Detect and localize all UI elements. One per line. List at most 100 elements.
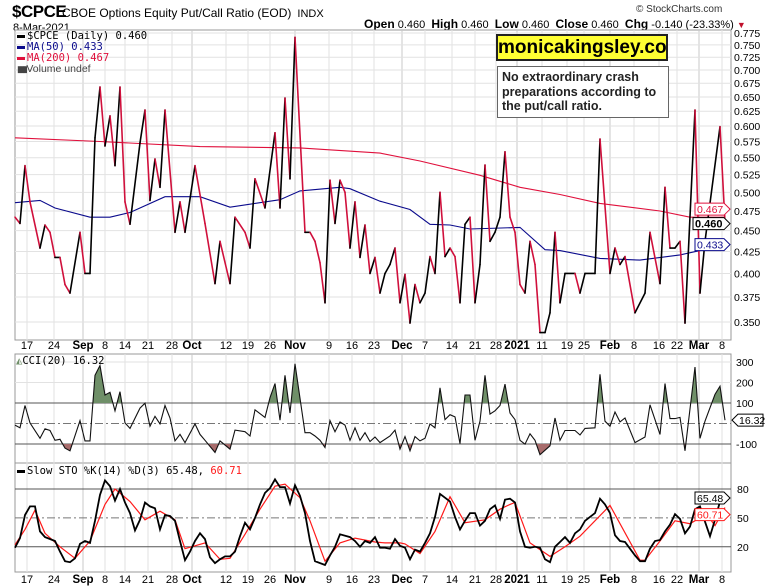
price-segment (364, 224, 371, 275)
price-segment (549, 231, 556, 314)
cci-tick-label: 200 (736, 378, 754, 390)
x-tick-label-bottom: 25 (578, 574, 590, 586)
price-segment (459, 223, 466, 304)
price-segment (229, 216, 236, 285)
change-value: -0.140 (-23.33%) (651, 19, 734, 31)
x-tick-label: Dec (391, 340, 413, 352)
price-segment (44, 224, 51, 234)
x-tick-label-bottom: Nov (284, 574, 306, 586)
x-tick-label-bottom: 24 (48, 574, 60, 586)
cci-area-icon: ◭ (16, 355, 23, 367)
x-tick-label: 16 (653, 340, 665, 352)
x-tick-label: 21 (469, 340, 481, 352)
legend-swatch-sto (17, 469, 25, 473)
copyright-link[interactable]: © StockCharts.com (636, 4, 723, 15)
note-annotation: No extraordinary crash preparations acco… (497, 66, 669, 118)
price-segment (319, 261, 326, 304)
low-value: 0.460 (521, 19, 550, 31)
price-segment (529, 240, 536, 266)
price-segment (179, 201, 186, 234)
ma200-value-tag (694, 202, 731, 216)
price-segment (414, 283, 421, 304)
x-tick-label: 7 (422, 340, 428, 352)
x-tick-label-bottom: Sep (72, 574, 93, 586)
price-segment (94, 86, 101, 139)
x-tick-label-bottom: 19 (561, 574, 573, 586)
legend-ma200: MA(200) 0.467 (17, 53, 109, 64)
sto-d-value-tag (694, 508, 731, 522)
price-segment (514, 231, 521, 286)
price-segment (679, 240, 686, 324)
price-segment (479, 164, 486, 266)
volume-bars-icon: ▮▮▮ (17, 64, 28, 74)
x-tick-label-bottom: 21 (469, 574, 481, 586)
legend-swatch-price (17, 34, 25, 38)
x-tick-label-bottom: Feb (600, 574, 620, 586)
price-segment (374, 256, 381, 294)
price-tick-label: 0.475 (734, 206, 760, 218)
sto-k-line (14, 477, 726, 567)
cci-tick-label: 100 (736, 398, 754, 410)
price-segment (119, 86, 126, 203)
x-tick-label-bottom: Mar (689, 574, 710, 586)
close-label: Close (555, 17, 589, 31)
legend-swatch-ma200 (17, 56, 25, 60)
price-tick-label: 0.450 (734, 226, 760, 238)
price-tick-label: 0.650 (734, 92, 760, 104)
price-tick-label: 0.525 (734, 170, 760, 182)
price-segment (154, 158, 161, 189)
change-label: Chg (624, 17, 649, 31)
price-tick-label: 0.500 (734, 187, 760, 199)
sto-tick-label: 20 (737, 542, 749, 554)
price-segment (149, 158, 156, 202)
legend-ma50-label: MA(50) 0.433 (27, 41, 103, 53)
x-tick-label: 19 (561, 340, 573, 352)
price-segment (634, 292, 646, 314)
symbol-title: $CPCE (12, 2, 67, 21)
x-tick-label-bottom: 21 (142, 574, 154, 586)
price-segment (194, 164, 206, 225)
price-value-tag-label: 0.460 (695, 219, 723, 231)
open-label: Open (364, 17, 395, 31)
ma50-line (14, 186, 726, 261)
price-segment (614, 247, 621, 266)
price-segment (379, 272, 386, 294)
open-value: 0.460 (397, 19, 426, 31)
x-tick-label-bottom: 22 (671, 574, 683, 586)
price-segment (104, 115, 111, 147)
exchange-label: INDX (297, 8, 324, 20)
x-tick-label: Nov (284, 340, 306, 352)
x-tick-label: 9 (326, 340, 332, 352)
x-tick-label: 16 (346, 340, 358, 352)
x-tick-label: 14 (446, 340, 458, 352)
price-tick-label: 0.775 (734, 28, 760, 40)
price-segment (419, 292, 426, 304)
price-segment (434, 191, 441, 275)
price-segment (144, 109, 151, 202)
price-segment (289, 36, 296, 180)
price-segment (649, 231, 661, 285)
x-tick-label: 24 (48, 340, 60, 352)
x-tick-label-bottom: 16 (346, 574, 358, 586)
price-segment (294, 36, 306, 234)
price-segment (264, 131, 276, 209)
sto-k-value-tag (694, 491, 731, 505)
price-segment (389, 247, 396, 266)
high-value: 0.460 (461, 19, 489, 31)
price-segment (449, 247, 456, 258)
price-segment (244, 231, 251, 249)
price-segment (444, 247, 451, 258)
price-segment (579, 272, 586, 294)
price-segment (464, 216, 471, 226)
legend-sto-label: Slow STO %K(14) %D(3) 65.48, (27, 465, 205, 477)
price-tick-label: 0.725 (734, 52, 760, 64)
ma50-value-tag-label: 0.433 (697, 240, 723, 252)
price-segment (404, 273, 411, 324)
price-tick-label: 0.750 (734, 40, 760, 52)
sto-tick-label: 50 (737, 513, 749, 525)
price-segment (89, 136, 96, 275)
price-segment (19, 164, 26, 225)
x-tick-label-bottom: 23 (368, 574, 380, 586)
price-segment (274, 131, 281, 209)
legend-cci: ◭CCI(20) 16.32 (16, 356, 105, 367)
